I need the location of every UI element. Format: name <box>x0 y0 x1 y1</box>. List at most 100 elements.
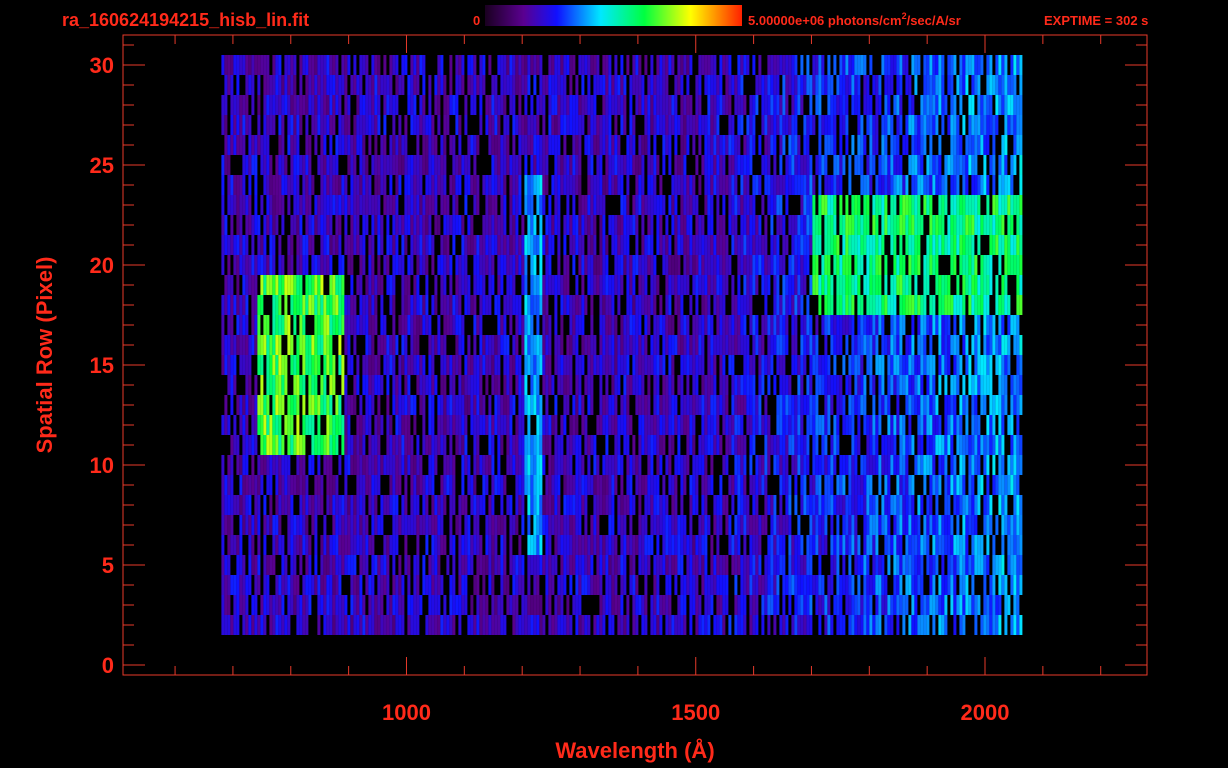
heatmap-cell <box>797 615 801 635</box>
heatmap-cell <box>353 455 357 475</box>
heatmap-cell <box>722 395 726 415</box>
heatmap-cell <box>974 195 978 215</box>
heatmap-cell <box>749 455 753 475</box>
heatmap-cell <box>731 535 735 555</box>
heatmap-cell <box>818 275 822 295</box>
heatmap-cell <box>671 215 675 235</box>
heatmap-cell <box>794 255 798 275</box>
heatmap-cell <box>710 595 714 615</box>
heatmap-cell <box>311 175 315 195</box>
heatmap-cell <box>875 595 879 615</box>
heatmap-cell <box>251 615 255 635</box>
heatmap-cell <box>233 195 237 215</box>
heatmap-cell <box>878 295 882 315</box>
heatmap-cell <box>344 455 348 475</box>
heatmap-cell <box>917 355 921 375</box>
heatmap-cell <box>734 235 738 255</box>
heatmap-cell <box>605 255 609 275</box>
heatmap-cell <box>896 375 900 395</box>
heatmap-cell <box>905 555 909 575</box>
heatmap-cell <box>425 215 429 235</box>
heatmap-cell <box>605 535 609 555</box>
heatmap-cell <box>821 535 825 555</box>
heatmap-cell <box>335 615 339 635</box>
heatmap-cell <box>872 235 876 255</box>
heatmap-cell <box>719 235 723 255</box>
heatmap-cell <box>734 515 738 535</box>
heatmap-cell <box>935 435 939 455</box>
heatmap-cell <box>779 295 783 315</box>
heatmap-cell <box>980 395 984 415</box>
heatmap-cell <box>749 595 753 615</box>
heatmap-cell <box>347 395 351 415</box>
heatmap-cell <box>389 295 393 315</box>
heatmap-cell <box>878 575 882 595</box>
heatmap-cell <box>866 435 870 455</box>
heatmap-cell <box>716 175 720 195</box>
heatmap-cell <box>389 455 393 475</box>
heatmap-cell <box>221 455 225 475</box>
heatmap-cell <box>482 595 486 615</box>
heatmap-cell <box>491 335 495 355</box>
heatmap-cell <box>575 315 579 335</box>
heatmap-cell <box>833 175 837 195</box>
heatmap-cell <box>824 355 828 375</box>
heatmap-cell <box>536 575 540 595</box>
heatmap-cell <box>539 255 543 275</box>
heatmap-cell <box>782 335 786 355</box>
heatmap-cell <box>704 515 708 535</box>
heatmap-cell <box>233 335 237 355</box>
heatmap-cell <box>980 615 984 635</box>
heatmap-cell <box>746 355 750 375</box>
heatmap-cell <box>527 495 531 515</box>
heatmap-cell <box>314 575 318 595</box>
heatmap-cell <box>491 615 495 635</box>
heatmap-cell <box>611 295 615 315</box>
heatmap-cell <box>242 295 246 315</box>
heatmap-cell <box>680 235 684 255</box>
heatmap-cell <box>560 335 564 355</box>
heatmap-cell <box>599 615 603 635</box>
heatmap-cell <box>605 335 609 355</box>
heatmap-cell <box>539 215 543 235</box>
heatmap-cell <box>290 495 294 515</box>
heatmap-cell <box>947 335 951 355</box>
heatmap-cell <box>995 555 999 575</box>
heatmap-cell <box>524 455 528 475</box>
heatmap-cell <box>527 575 531 595</box>
heatmap-cell <box>596 155 600 175</box>
heatmap-cell <box>440 355 444 375</box>
heatmap-cell <box>1007 355 1011 375</box>
heatmap-cell <box>329 355 333 375</box>
heatmap-cell <box>281 375 285 395</box>
heatmap-cell <box>473 415 477 435</box>
heatmap-cell <box>920 335 924 355</box>
heatmap-cell <box>740 175 744 195</box>
heatmap-cell <box>488 255 492 275</box>
heatmap-cell <box>941 535 945 555</box>
heatmap-cell <box>242 575 246 595</box>
heatmap-cell <box>536 595 540 615</box>
heatmap-cell <box>584 515 588 535</box>
heatmap-cell <box>548 555 552 575</box>
heatmap-cell <box>920 415 924 435</box>
heatmap-cell <box>227 555 231 575</box>
heatmap-cell <box>302 495 306 515</box>
heatmap-cell <box>857 615 861 635</box>
heatmap-cell <box>704 275 708 295</box>
heatmap-cell <box>587 335 591 355</box>
heatmap-cell <box>767 315 771 335</box>
heatmap-cell <box>1010 235 1014 255</box>
heatmap-cell <box>749 615 753 635</box>
heatmap-cell <box>353 215 357 235</box>
heatmap-cell <box>488 415 492 435</box>
heatmap-cell <box>845 375 849 395</box>
heatmap-cell <box>668 295 672 315</box>
heatmap-cell <box>416 595 420 615</box>
heatmap-cell <box>290 395 294 415</box>
heatmap-cell <box>434 175 438 195</box>
heatmap-cell <box>437 535 441 555</box>
heatmap-cell <box>254 515 258 535</box>
heatmap-cell <box>845 535 849 555</box>
heatmap-cell <box>398 455 402 475</box>
